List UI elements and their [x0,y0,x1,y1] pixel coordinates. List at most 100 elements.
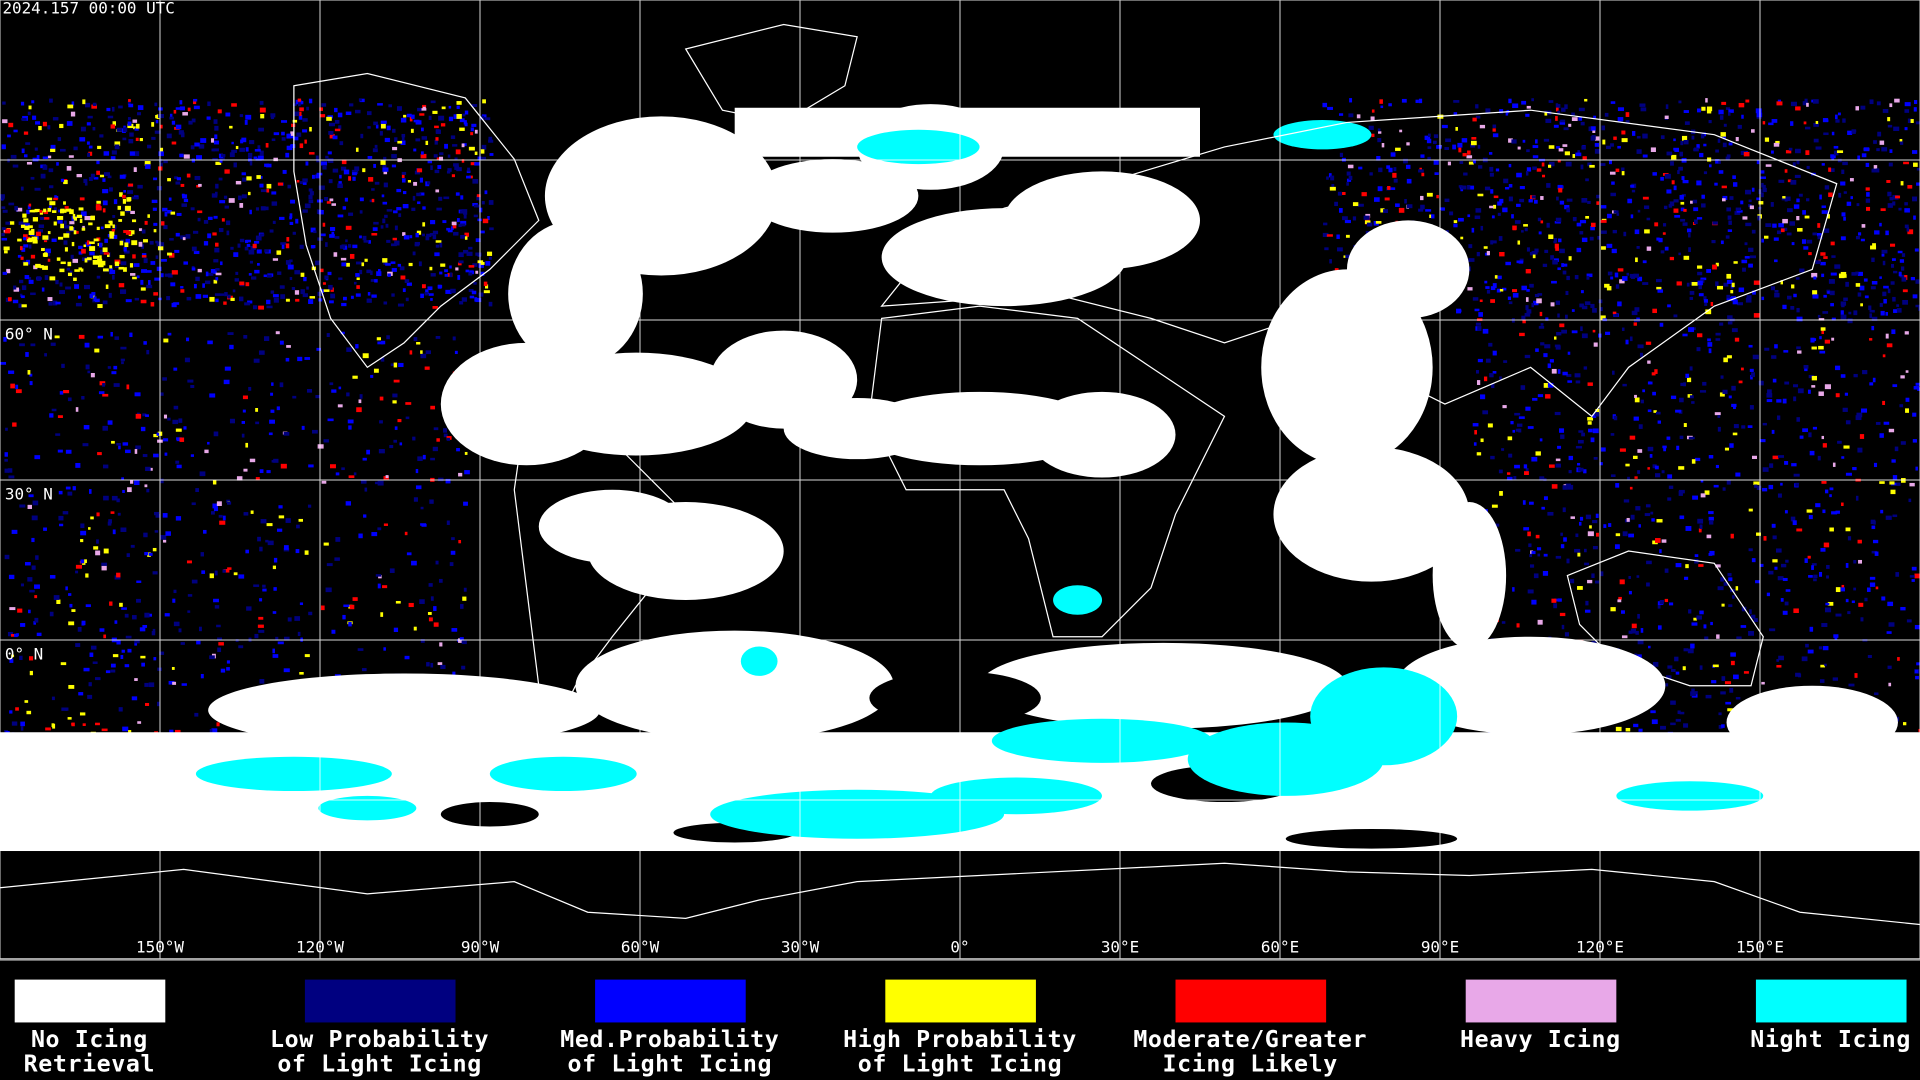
icing-pixel [1811,346,1817,350]
icing-pixel [483,290,490,294]
icing-pixel [53,595,60,600]
icing-pixel [478,263,484,268]
icing-pixel [155,120,159,124]
icing-pixel [1699,524,1703,529]
icing-pixel [401,171,407,175]
icing-pixel [176,437,181,442]
icing-pixel [1370,116,1375,121]
icing-pixel [394,225,398,231]
icing-pixel [146,284,153,289]
icing-pixel [439,271,443,275]
icing-pixel [218,642,224,646]
icing-pixel [1737,302,1743,306]
icing-pixel [1733,182,1738,187]
icing-pixel [1476,452,1482,456]
icing-pixel [1596,194,1600,199]
icing-pixel [125,238,131,244]
icing-pixel [1566,558,1570,564]
icing-pixel [1873,462,1878,468]
icing-pixel [335,472,340,476]
icing-pixel [1694,554,1699,558]
icing-pixel [192,99,197,105]
icing-pixel [435,336,441,339]
icing-pixel [91,292,96,296]
icing-pixel [1678,489,1685,494]
icing-pixel [1680,201,1685,205]
icing-pixel [1584,301,1591,306]
icing-pixel [1625,339,1629,345]
icing-pixel [19,343,25,347]
icing-pixel [1571,117,1578,122]
icing-pixel [1399,129,1403,133]
icing-pixel [54,335,60,339]
icing-pixel [151,136,156,140]
icing-pixel [1812,232,1817,236]
icing-pixel [1749,205,1754,210]
icing-pixel [450,288,456,294]
icing-pixel [1398,207,1405,213]
icing-pixel [190,384,195,388]
icing-pixel [80,268,84,272]
icing-pixel [1855,271,1859,275]
icing-pixel [380,160,386,165]
icing-pixel [1574,275,1579,280]
icing-pixel [316,158,320,163]
icing-pixel [1820,327,1826,331]
icing-pixel [1762,121,1766,125]
icing-pixel [125,635,132,639]
icing-pixel [1727,229,1733,232]
icing-pixel [1529,501,1534,505]
icing-pixel [1879,140,1885,145]
icing-pixel [1745,189,1752,195]
icing-pixel [283,545,289,550]
icing-pixel [345,239,348,243]
icing-pixel [1683,208,1687,212]
icing-pixel [327,151,332,155]
icing-pixel [1590,437,1595,443]
icing-pixel [277,641,284,645]
icing-pixel [1346,171,1351,176]
icing-pixel [1705,694,1712,699]
icing-pixel [90,372,95,378]
icing-pixel [1559,248,1565,254]
icing-pixel [1792,520,1797,526]
icing-pixel [1907,185,1913,189]
icing-pixel [456,105,460,109]
icing-pixel [213,215,218,219]
icing-pixel [1679,711,1685,715]
icing-pixel [1404,198,1407,204]
icing-pixel [93,177,99,180]
icing-pixel [377,341,384,345]
icing-pixel [43,208,47,213]
legend-swatch [14,979,166,1023]
icing-pixel [358,533,363,539]
icing-pixel [1790,121,1794,126]
icing-pixel [233,572,238,576]
icing-pixel [23,244,29,248]
icing-pixel [419,192,425,196]
icing-pixel [1610,276,1614,280]
icing-pixel [191,246,197,252]
icing-pixel [373,221,379,225]
icing-pixel [1851,272,1857,276]
icing-pixel [1823,228,1830,233]
icing-pixel [1537,553,1541,557]
icing-pixel [1784,196,1791,201]
icing-pixel [1562,144,1568,147]
icing-pixel [392,393,398,398]
icing-pixel [429,266,433,271]
cloud-region [1395,636,1666,735]
icing-pixel [334,557,340,561]
icing-pixel [1804,367,1808,372]
icing-pixel [325,587,332,593]
icing-pixel [15,384,19,390]
icing-pixel [6,268,11,274]
icing-pixel [1618,596,1622,600]
icing-pixel [413,148,417,152]
icing-pixel [1804,215,1810,219]
icing-pixel [1640,399,1644,404]
icing-pixel [285,357,290,362]
icing-pixel [1498,236,1503,241]
icing-pixel [1676,445,1680,451]
icing-pixel [1677,170,1680,175]
